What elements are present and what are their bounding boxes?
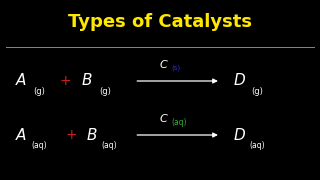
Text: D: D <box>234 73 245 89</box>
Text: (g): (g) <box>34 87 45 96</box>
Text: (aq): (aq) <box>31 141 47 150</box>
Text: +: + <box>59 74 71 88</box>
Text: C: C <box>160 60 168 70</box>
Text: +: + <box>66 128 77 142</box>
Text: A: A <box>16 127 26 143</box>
Text: A: A <box>16 73 26 89</box>
Text: B: B <box>82 73 92 89</box>
Text: (aq): (aq) <box>101 141 117 150</box>
Text: Types of Catalysts: Types of Catalysts <box>68 13 252 31</box>
Text: (aq): (aq) <box>171 118 187 127</box>
Text: (s): (s) <box>171 64 180 71</box>
Text: C: C <box>160 114 168 124</box>
Text: (aq): (aq) <box>249 141 265 150</box>
Text: (g): (g) <box>251 87 263 96</box>
Text: (g): (g) <box>99 87 111 96</box>
Text: B: B <box>86 127 97 143</box>
Text: D: D <box>234 127 245 143</box>
